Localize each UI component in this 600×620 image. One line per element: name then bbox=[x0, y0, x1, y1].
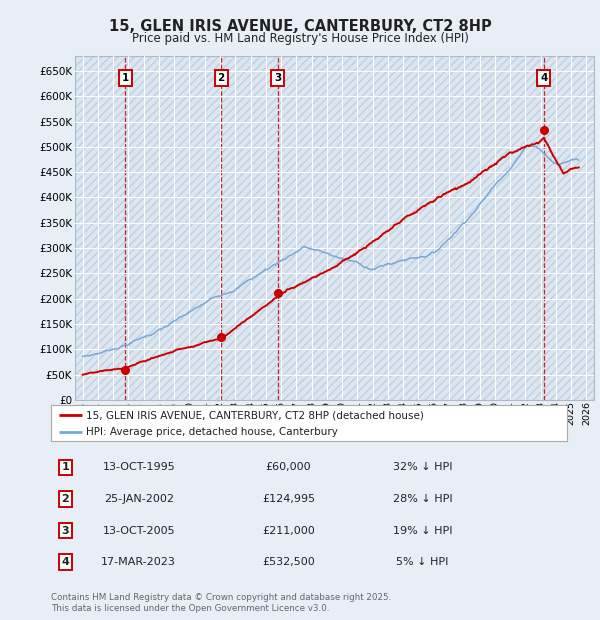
Text: £532,500: £532,500 bbox=[262, 557, 315, 567]
Text: 3: 3 bbox=[274, 73, 281, 83]
Text: 2: 2 bbox=[62, 494, 70, 504]
Text: 4: 4 bbox=[62, 557, 70, 567]
Text: 19% ↓ HPI: 19% ↓ HPI bbox=[393, 526, 452, 536]
Text: £124,995: £124,995 bbox=[262, 494, 315, 504]
Text: £211,000: £211,000 bbox=[262, 526, 315, 536]
Text: Contains HM Land Registry data © Crown copyright and database right 2025.
This d: Contains HM Land Registry data © Crown c… bbox=[51, 593, 391, 613]
Text: 15, GLEN IRIS AVENUE, CANTERBURY, CT2 8HP: 15, GLEN IRIS AVENUE, CANTERBURY, CT2 8H… bbox=[109, 19, 491, 34]
Text: Price paid vs. HM Land Registry's House Price Index (HPI): Price paid vs. HM Land Registry's House … bbox=[131, 32, 469, 45]
Text: 25-JAN-2002: 25-JAN-2002 bbox=[104, 494, 174, 504]
Text: 5% ↓ HPI: 5% ↓ HPI bbox=[397, 557, 449, 567]
Text: 1: 1 bbox=[121, 73, 128, 83]
Text: 15, GLEN IRIS AVENUE, CANTERBURY, CT2 8HP (detached house): 15, GLEN IRIS AVENUE, CANTERBURY, CT2 8H… bbox=[86, 410, 424, 420]
Text: 13-OCT-2005: 13-OCT-2005 bbox=[103, 526, 175, 536]
Text: 1: 1 bbox=[62, 463, 70, 472]
Text: 17-MAR-2023: 17-MAR-2023 bbox=[101, 557, 176, 567]
Text: 32% ↓ HPI: 32% ↓ HPI bbox=[393, 463, 452, 472]
Text: 3: 3 bbox=[62, 526, 69, 536]
Text: 13-OCT-1995: 13-OCT-1995 bbox=[103, 463, 175, 472]
Text: HPI: Average price, detached house, Canterbury: HPI: Average price, detached house, Cant… bbox=[86, 427, 338, 438]
Text: 4: 4 bbox=[540, 73, 547, 83]
Text: 28% ↓ HPI: 28% ↓ HPI bbox=[393, 494, 452, 504]
Text: 2: 2 bbox=[217, 73, 225, 83]
Text: £60,000: £60,000 bbox=[266, 463, 311, 472]
